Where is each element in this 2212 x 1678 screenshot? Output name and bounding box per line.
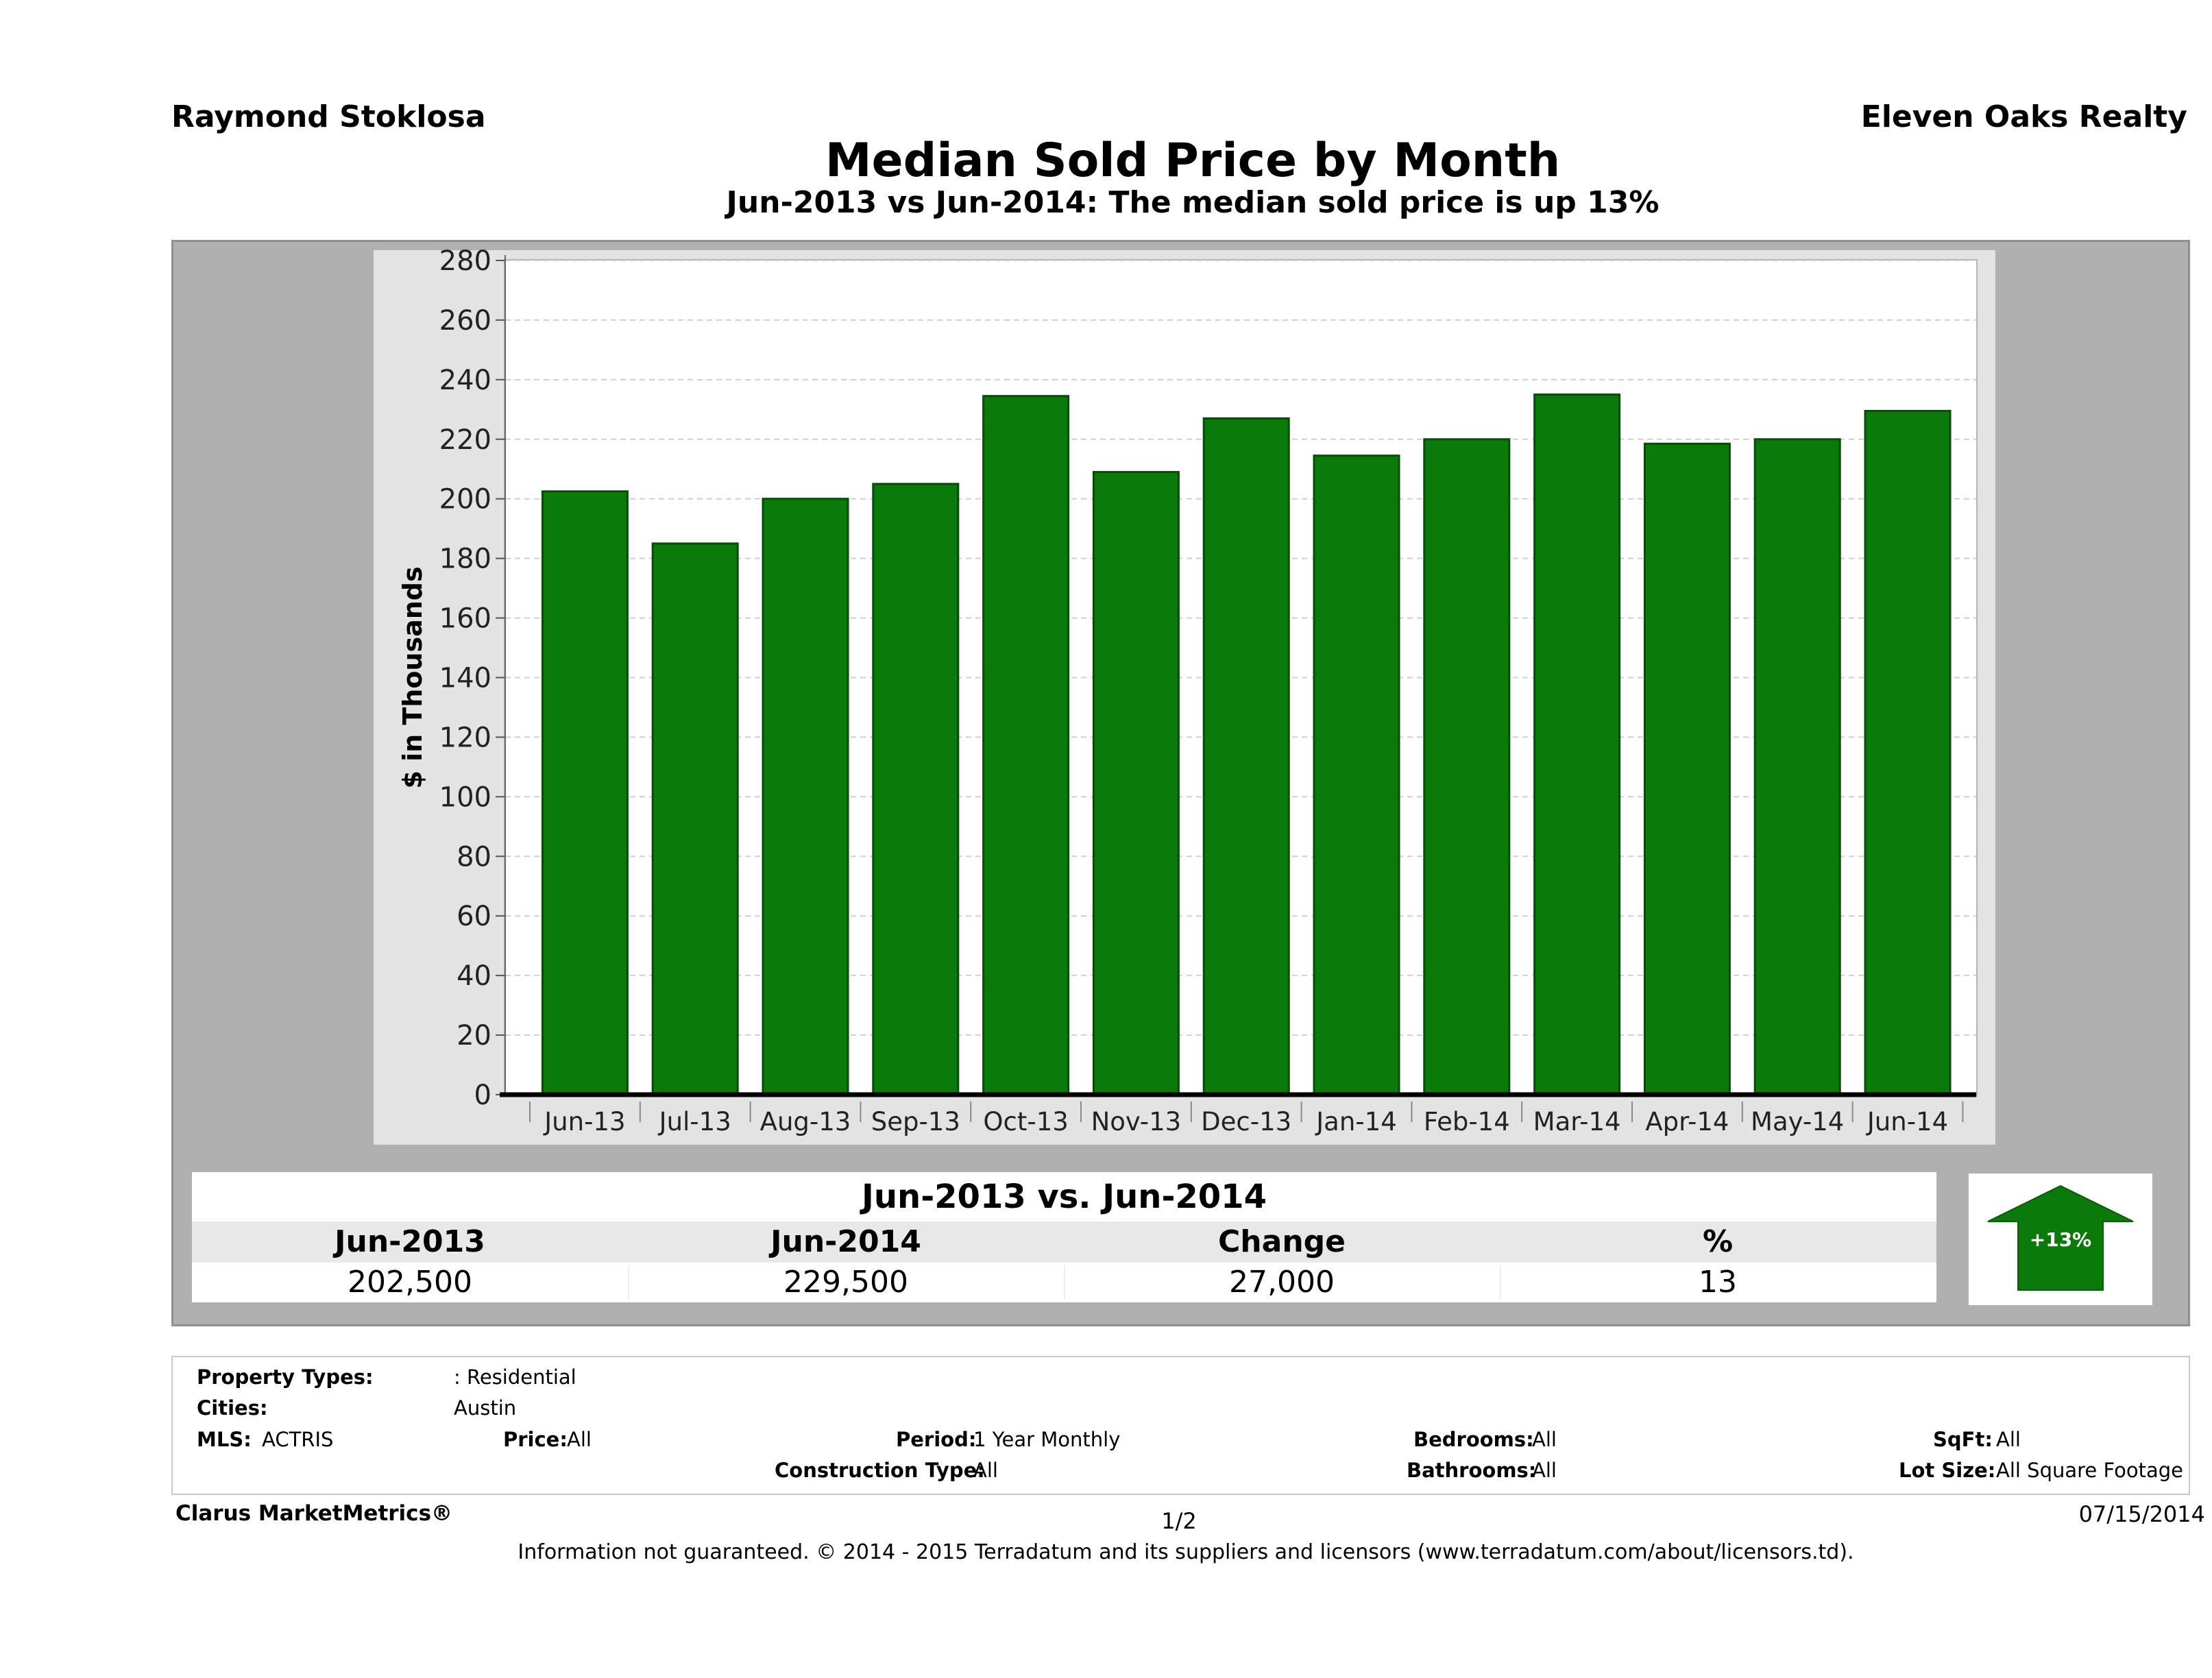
bar-May-14	[1753, 438, 1841, 1096]
criteria-price-label: Price:	[503, 1428, 568, 1451]
x-tick-label: Nov-13	[1091, 1107, 1182, 1136]
x-tick-label: Jun-14	[1866, 1107, 1948, 1136]
y-tick-label: 80	[457, 841, 491, 873]
summary-value-end: 229,500	[783, 1265, 908, 1300]
y-tick-label: 240	[439, 365, 491, 396]
summary-value-row: 202,500 229,500 27,000 13	[192, 1263, 1936, 1302]
y-tick-label: 120	[439, 722, 491, 753]
x-tick-label: Feb-14	[1424, 1107, 1510, 1136]
x-tick-label: Oct-13	[983, 1107, 1068, 1136]
bar-Aug-13	[762, 498, 849, 1096]
comparison-summary: Jun-2013 vs. Jun-2014 Jun-2013 Jun-2014 …	[192, 1172, 1936, 1306]
criteria-lot-size-label: Lot Size:	[1899, 1459, 1996, 1482]
y-tick-label: 180	[439, 544, 491, 575]
bar-Nov-13	[1092, 471, 1180, 1096]
y-tick-label: 280	[439, 245, 491, 277]
chart-subtitle: Jun-2013 vs Jun-2014: The median sold pr…	[726, 185, 1660, 220]
bar-Jun-14	[1864, 409, 1952, 1096]
summary-divider	[1500, 1265, 1501, 1300]
summary-column-row: Jun-2013 Jun-2014 Change %	[192, 1221, 1936, 1263]
summary-col-start: Jun-2013	[335, 1224, 485, 1259]
criteria-bathrooms-label: Bathrooms:	[1407, 1459, 1537, 1482]
bar-Dec-13	[1202, 417, 1290, 1096]
criteria-lot-size-value: All Square Footage	[1996, 1459, 2184, 1482]
criteria-mls-label: MLS:	[197, 1428, 252, 1451]
y-tick-label: 160	[439, 603, 491, 635]
y-axis-title: $ in Thousands	[398, 566, 428, 788]
y-tick-label: 140	[439, 663, 491, 694]
bar-Oct-13	[982, 395, 1070, 1096]
y-tick-label: 0	[474, 1080, 491, 1111]
criteria-period-value: 1 Year Monthly	[973, 1428, 1121, 1451]
bar-Jun-13	[541, 490, 629, 1096]
y-tick-label: 260	[439, 305, 491, 337]
chart-title: Median Sold Price by Month	[825, 134, 1561, 188]
y-tick-label: 200	[439, 484, 491, 515]
x-tick-label: Jan-14	[1315, 1107, 1396, 1136]
disclaimer: Information not guaranteed. © 2014 - 201…	[518, 1540, 1854, 1564]
summary-col-change: Change	[1218, 1224, 1346, 1259]
x-tick-label: Jun-13	[543, 1107, 625, 1136]
criteria-property-types-label: Property Types:	[197, 1365, 374, 1389]
criteria-bedrooms-label: Bedrooms:	[1413, 1428, 1534, 1451]
summary-col-percent: %	[1702, 1224, 1734, 1259]
criteria-property-types-value: : Residential	[454, 1365, 576, 1389]
page-number: 1/2	[1161, 1508, 1197, 1534]
x-tick-label: Mar-14	[1533, 1107, 1621, 1136]
criteria-cities-value: Austin	[454, 1396, 517, 1420]
footer-brand: Clarus MarketMetrics®	[175, 1501, 453, 1526]
criteria-construction-label: Construction Type:	[775, 1459, 985, 1482]
summary-col-end: Jun-2014	[770, 1224, 921, 1259]
report-date: 07/15/2014	[2078, 1501, 2205, 1527]
criteria-sqft-label: SqFt:	[1933, 1428, 1993, 1451]
summary-heading: Jun-2013 vs. Jun-2014	[192, 1172, 1936, 1221]
search-criteria: Property Types: : Residential Cities: Au…	[171, 1356, 2190, 1495]
criteria-period-label: Period:	[896, 1428, 977, 1451]
bar-Feb-14	[1423, 438, 1511, 1096]
change-badge: +13%	[1969, 1174, 2152, 1305]
y-tick-label: 20	[457, 1020, 491, 1051]
criteria-price-value: All	[567, 1428, 592, 1451]
x-tick-label: Apr-14	[1645, 1107, 1729, 1136]
y-tick-label: 60	[457, 901, 491, 932]
agent-name: Raymond Stoklosa	[171, 99, 486, 134]
criteria-bedrooms-value: All	[1532, 1428, 1557, 1451]
criteria-bathrooms-value: All	[1532, 1459, 1557, 1482]
bar-Sep-13	[872, 483, 960, 1096]
summary-value-percent: 13	[1699, 1265, 1737, 1300]
y-tick-label: 40	[457, 960, 491, 992]
change-badge-label: +13%	[2029, 1228, 2092, 1251]
bar-Jan-14	[1313, 454, 1400, 1096]
criteria-sqft-value: All	[1996, 1428, 2021, 1451]
x-tick-label: May-14	[1751, 1107, 1844, 1136]
x-tick-label: Sep-13	[871, 1107, 960, 1136]
x-tick-label: Jul-13	[658, 1107, 731, 1136]
bar-Jul-13	[651, 542, 739, 1096]
criteria-cities-label: Cities:	[197, 1396, 268, 1420]
summary-value-change: 27,000	[1229, 1265, 1335, 1300]
summary-divider	[628, 1265, 629, 1300]
bar-Apr-14	[1643, 442, 1731, 1096]
company-name: Eleven Oaks Realty	[1860, 99, 2187, 134]
summary-value-start: 202,500	[348, 1265, 472, 1300]
y-tick-label: 100	[439, 781, 491, 813]
up-arrow-icon	[1987, 1184, 2134, 1291]
y-tick-label: 220	[439, 424, 491, 456]
summary-divider	[1064, 1265, 1065, 1300]
bar-Mar-14	[1533, 393, 1621, 1096]
x-tick-label: Aug-13	[760, 1107, 851, 1136]
criteria-construction-value: All	[973, 1459, 998, 1482]
x-tick-label: Dec-13	[1201, 1107, 1291, 1136]
criteria-mls-value: ACTRIS	[262, 1428, 334, 1451]
